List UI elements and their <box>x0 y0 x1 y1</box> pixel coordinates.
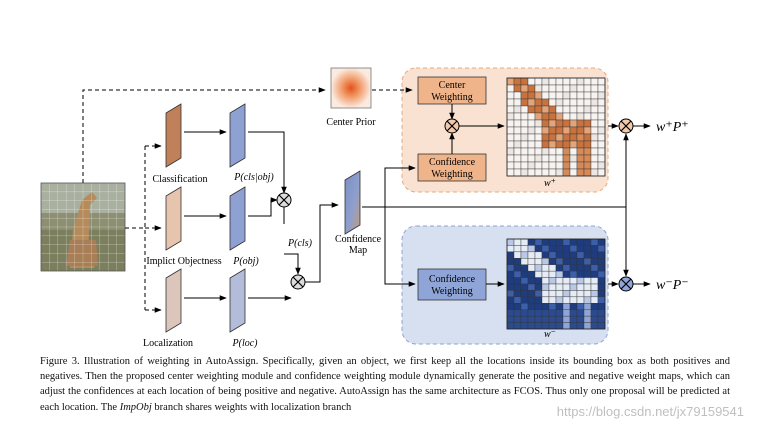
p-cls-obj-feature <box>229 103 246 168</box>
positive-confidence-weighting-box <box>417 153 487 182</box>
localization-feature <box>165 268 182 333</box>
negative-confidence-weighting-label-1: Confidence <box>429 274 476 285</box>
confidence-map-label-2: Map <box>349 245 367 256</box>
classification-label: Classification <box>153 174 208 185</box>
positive-weight-label: w⁺ <box>544 178 556 189</box>
input-dashed-connectors <box>82 87 326 313</box>
caption-emphasis: ImpObj <box>119 401 152 413</box>
output-connectors <box>608 123 651 287</box>
p-loc-label: P(loc) <box>232 338 259 349</box>
negative-weight-map <box>506 238 606 330</box>
p-obj-label: P(obj) <box>232 256 259 267</box>
p-obj-feature <box>229 186 246 251</box>
classification-feature <box>165 103 182 168</box>
positive-confidence-weighting-label-1: Confidence <box>429 157 476 168</box>
objectness-feature <box>165 186 182 251</box>
confidence-map-feature <box>344 170 361 235</box>
center-weighting-label-2: Weighting <box>431 92 472 103</box>
center-weighting-label-1: Center <box>439 80 466 91</box>
caption-text-1: Figure 3. Illustration of weighting in A… <box>40 356 730 413</box>
branch-arrows <box>184 129 227 301</box>
positive-output-multiply-node <box>618 118 634 134</box>
watermark: https://blog.csdn.net/jx79159541 <box>556 404 744 419</box>
objectness-label: Implict Objectness <box>146 256 221 267</box>
multiply-node-cls-obj <box>276 192 292 208</box>
p-cls-obj-label: P(cls|obj) <box>233 172 274 183</box>
multiply-node-loc <box>290 274 306 290</box>
caption-text-2: branch shares weights with localization … <box>151 401 352 413</box>
negative-weight-label: w⁻ <box>544 329 556 340</box>
multiply-connectors <box>248 131 339 301</box>
image-grid-overlay <box>41 183 125 271</box>
positive-weight-map <box>506 77 606 177</box>
positive-module-connectors <box>449 104 505 154</box>
confidence-map-label-1: Confidence <box>335 234 382 245</box>
input-image <box>40 182 126 272</box>
center-prior-map <box>330 67 372 109</box>
figure-caption: Figure 3. Illustration of weighting in A… <box>40 354 730 415</box>
positive-confidence-weighting-label-2: Weighting <box>431 169 472 180</box>
p-loc-feature <box>229 268 246 333</box>
localization-label: Localization <box>143 338 193 349</box>
negative-confidence-weighting-label-2: Weighting <box>431 286 472 297</box>
center-weighting-box <box>417 76 487 105</box>
negative-output-label: w⁻P⁻ <box>656 278 689 293</box>
positive-multiply-node <box>444 118 460 134</box>
negative-output-multiply-node <box>618 276 634 292</box>
center-prior-label: Center Prior <box>326 117 376 128</box>
negative-confidence-weighting-box <box>417 268 487 301</box>
positive-output-label: w⁺P⁺ <box>656 120 689 135</box>
p-cls-label: P(cls) <box>287 238 313 249</box>
